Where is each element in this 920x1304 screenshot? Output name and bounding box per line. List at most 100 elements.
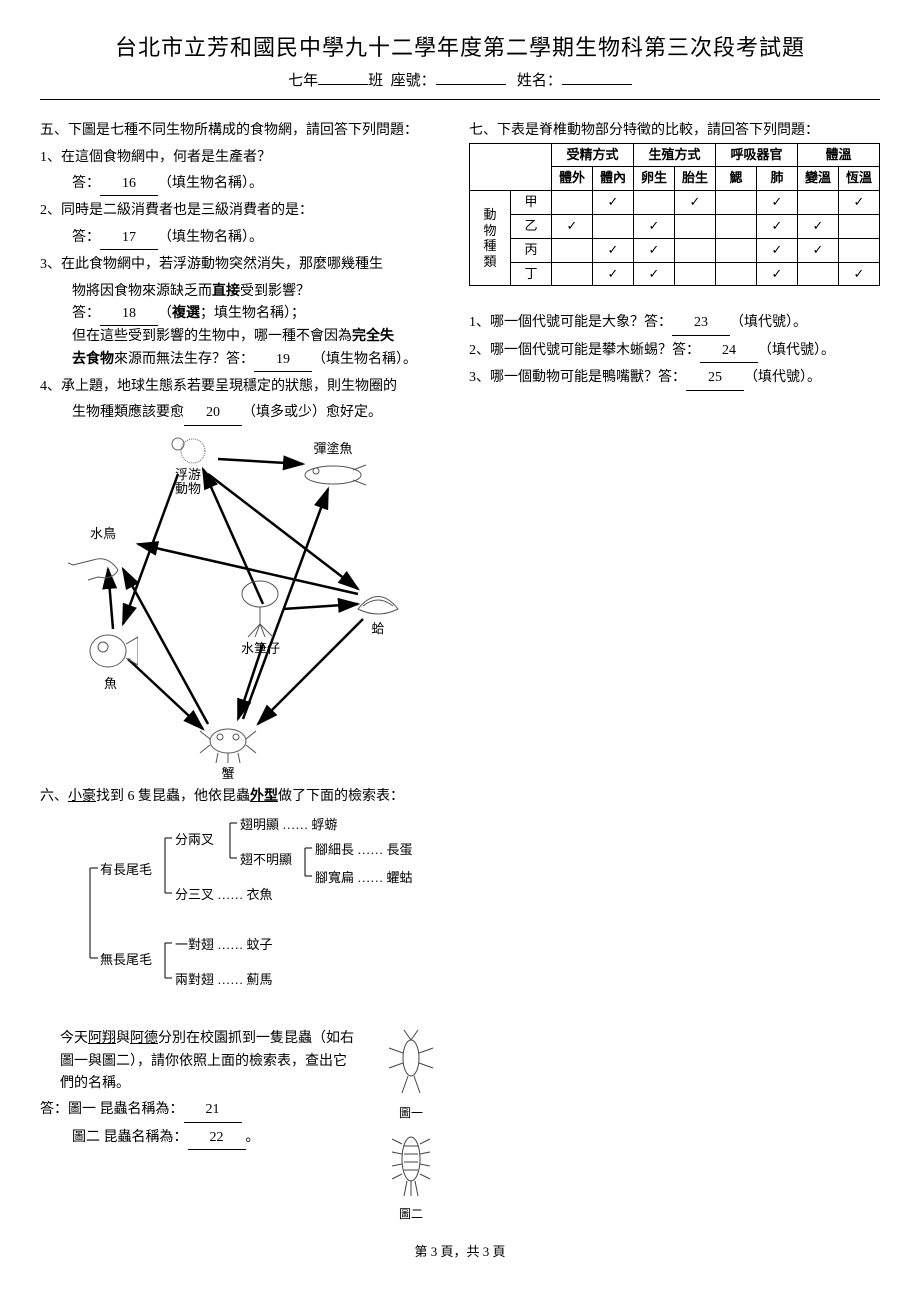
r1c2: ✓ [634,214,675,238]
name-label: 姓名： [517,73,562,89]
s6-n2: 阿德 [130,1031,158,1046]
sh-7: 恆溫 [839,167,880,191]
th-temperature: 體溫 [798,143,880,167]
q5-2: 2、同時是二級消費者也是三級消費者的是： [40,200,451,222]
exam-title: 台北市立芳和國民中學九十二學年度第二學期生物科第三次段考試題 [40,30,880,65]
dichotomous-key: 有長尾毛 無長尾毛 分兩叉 分三叉 …… 衣魚 翅明顯 …… 蜉蝣 翅不明顯 腳… [80,818,451,1018]
key-leg-thin: 腳細長 …… 長蛋 [315,840,413,861]
seat-blank[interactable] [436,84,506,85]
s6-para: 今天阿翔與阿德分別在校園抓到一隻昆蟲（如右圖一與圖二），請你依照上面的檢索表，查… [60,1028,359,1150]
q5-3-line4a: 但在這些受到影響的生物中，哪一種不會因為 [72,329,352,344]
q5-3-bold3: 完全失 [352,329,394,344]
r3c0 [552,262,593,286]
q5-3-line2b: 受到影響？ [240,284,310,299]
blank-17[interactable]: 17 [100,227,158,250]
label-clam: 蛤 [371,621,384,636]
r3c5: ✓ [757,262,798,286]
sh-2: 卵生 [634,167,675,191]
fig1-label: 圖一 [371,1104,451,1123]
blank-19[interactable]: 19 [254,349,312,372]
r2c6: ✓ [798,238,839,262]
r3c6 [798,262,839,286]
blank-21[interactable]: 21 [184,1099,242,1122]
label-zooplankton: 浮游 動物 [175,468,201,497]
r1c7 [839,214,880,238]
blank-20[interactable]: 20 [184,402,242,425]
q7-1-suffix: （填代號）。 [730,315,807,330]
node-mudskipper: 彈塗魚 [298,439,368,490]
key-fork3: 分三叉 …… 衣魚 [175,885,273,906]
content-columns: 五、下圖是七種不同生物所構成的食物網，請回答下列問題： 1、在這個食物網中，何者… [40,120,880,1224]
class-blank[interactable] [318,84,368,85]
q5-3-bold1: 直接 [212,284,240,299]
q5-3-line4c: （填生物名稱）。 [312,352,417,367]
r0c2 [634,191,675,215]
seat-label: 座號： [391,73,436,89]
s6-bold: 外型 [250,789,278,804]
name-blank[interactable] [562,84,632,85]
r0c6 [798,191,839,215]
q7-3-suffix: （填代號）。 [744,370,821,385]
r0c4 [716,191,757,215]
r3c2: ✓ [634,262,675,286]
s6-name: 小豪 [68,789,96,804]
foodweb-diagram: 浮游 動物 彈塗魚 水鳥 魚 水筆仔 蛤 [68,434,408,774]
grade-prefix: 七年 [288,73,318,89]
label-waterbird: 水鳥 [90,526,116,541]
r2c4 [716,238,757,262]
page-footer: 第 3 頁，共 3 頁 [40,1242,880,1263]
q7-2: 2、哪一個代號可能是攀木蜥蜴？答：24（填代號）。 [469,340,880,363]
section6-title: 六、小豪找到 6 隻昆蟲，他依昆蟲外型做了下面的檢索表： [40,786,451,808]
s6-ans2-suffix: 。 [246,1130,260,1145]
class-suffix: 班 [368,73,383,89]
insect-fig2-icon [384,1124,439,1199]
fig2-label: 圖二 [371,1205,451,1224]
key-wing-not: 翅不明顯 [240,850,292,871]
th-respiration: 呼吸器官 [716,143,798,167]
q5-3-bold4: 去食物 [72,352,114,367]
r0c7: ✓ [839,191,880,215]
r1c0: ✓ [552,214,593,238]
r1c1 [593,214,634,238]
q5-3-ans-mid: （ [158,306,172,321]
r0c1: ✓ [593,191,634,215]
key-one-pair: 一對翅 …… 蚊子 [175,935,273,956]
label-mudskipper: 彈塗魚 [313,441,352,456]
q5-3-line4b: 來源而無法生存？答： [114,352,254,367]
blank-18[interactable]: 18 [100,303,158,326]
s6-n1: 阿翔 [88,1031,116,1046]
q7-3: 3、哪一個動物可能是鴨嘴獸？答：25（填代號）。 [469,367,880,390]
row-a-label: 甲 [511,191,552,215]
header-rule [40,99,880,100]
q7-1-text: 1、哪一個代號可能是大象？答： [469,315,672,330]
s6-ans2-prefix: 圖二 昆蟲名稱為： [72,1130,188,1145]
row-d-label: 丁 [511,262,552,286]
r3c1: ✓ [593,262,634,286]
blank-25[interactable]: 25 [686,367,744,390]
blank-24[interactable]: 24 [700,340,758,363]
node-clam: 蛤 [353,584,403,640]
r2c5: ✓ [757,238,798,262]
th-reproduction: 生殖方式 [634,143,716,167]
r0c3: ✓ [675,191,716,215]
r2c2: ✓ [634,238,675,262]
q5-2-ans: 答：17（填生物名稱）。 [40,227,451,250]
section6-body: 今天阿翔與阿德分別在校園抓到一隻昆蟲（如右圖一與圖二），請你依照上面的檢索表，查… [60,1028,451,1224]
key-fork2: 分兩叉 [175,830,214,851]
r1c5: ✓ [757,214,798,238]
blank-23[interactable]: 23 [672,312,730,335]
sh-1: 體內 [593,167,634,191]
key-leg-wide: 腳寬扁 …… 蠷蛄 [315,868,413,889]
blank-16[interactable]: 16 [100,173,158,196]
q5-4: 4、承上題，地球生態系若要呈現穩定的狀態，則生物圈的 [40,376,451,398]
s6-p1: 今天 [60,1031,88,1046]
s6-b: 找到 6 隻昆蟲，他依昆蟲 [96,789,250,804]
sh-5: 肺 [757,167,798,191]
q5-3-bold2: 複選 [172,306,200,321]
right-column: 七、下表是脊椎動物部分特徵的比較，請回答下列問題： 受精方式 生殖方式 呼吸器官… [469,120,880,394]
blank-22[interactable]: 22 [188,1127,246,1150]
sh-0: 體外 [552,167,593,191]
q5-1: 1、在這個食物網中，何者是生產者？ [40,147,451,169]
node-mangrove: 水筆仔 [233,579,288,660]
q5-3-line5: 去食物來源而無法生存？答：19（填生物名稱）。 [40,349,451,372]
